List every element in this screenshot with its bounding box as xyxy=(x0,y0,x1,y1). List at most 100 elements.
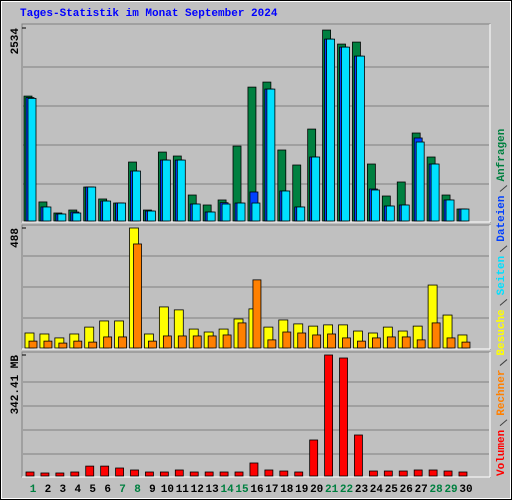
bar xyxy=(326,38,336,222)
x-tick-label: 29 xyxy=(444,484,457,496)
bar xyxy=(132,170,141,222)
bar xyxy=(162,335,172,349)
bar xyxy=(219,471,229,477)
bar xyxy=(311,156,321,222)
x-tick-label: 9 xyxy=(149,484,156,496)
bar xyxy=(266,88,276,222)
bar xyxy=(102,200,112,222)
bar xyxy=(221,203,231,222)
legend-entry: Volumen xyxy=(496,430,508,476)
bar xyxy=(88,341,98,349)
bar xyxy=(27,97,37,222)
bar xyxy=(42,206,52,222)
bar xyxy=(430,163,440,222)
x-tick-label: 17 xyxy=(265,484,278,496)
x-tick-label: 11 xyxy=(176,484,190,496)
legend-entry: Rechner xyxy=(496,370,508,416)
y-tick-label: 2534 xyxy=(10,28,22,55)
bar xyxy=(207,335,217,349)
bar xyxy=(357,340,366,349)
bar xyxy=(73,340,83,349)
x-tick-label: 21 xyxy=(325,484,339,496)
x-tick-label: 7 xyxy=(119,484,126,496)
bar xyxy=(400,204,410,222)
bar xyxy=(327,333,337,349)
x-tick-label: 28 xyxy=(430,484,444,496)
bar xyxy=(385,205,395,222)
y-tick-label: 488 xyxy=(10,228,22,248)
x-tick-label: 1 xyxy=(30,484,37,496)
bar xyxy=(43,340,53,349)
bar xyxy=(148,340,157,349)
x-tick-label: 19 xyxy=(295,484,308,496)
x-tick-label: 25 xyxy=(385,484,399,496)
x-tick-label: 30 xyxy=(459,484,472,496)
bar xyxy=(249,462,259,477)
bar xyxy=(431,322,441,349)
bar xyxy=(177,335,187,349)
x-tick-label: 2 xyxy=(45,484,52,496)
bar xyxy=(103,336,113,349)
x-tick-label: 26 xyxy=(400,484,413,496)
bar xyxy=(252,279,262,349)
x-tick-label: 12 xyxy=(191,484,204,496)
bar xyxy=(413,469,423,477)
legend-entry: Besuche xyxy=(496,309,508,356)
bar xyxy=(281,190,291,222)
bar xyxy=(279,470,289,477)
bar xyxy=(342,337,351,349)
bar xyxy=(446,337,456,349)
bar xyxy=(145,471,154,477)
legend-separator xyxy=(499,245,508,253)
bar xyxy=(147,210,156,222)
legend-separator xyxy=(499,185,508,192)
bar xyxy=(371,337,381,349)
x-tick-label: 23 xyxy=(355,484,369,496)
chart-title: Tages-Statistik im Monat September 2024 xyxy=(20,8,278,20)
bar xyxy=(100,465,110,477)
bar xyxy=(370,189,380,222)
bar xyxy=(161,159,171,222)
bar xyxy=(222,334,232,349)
x-tick-label: 5 xyxy=(89,484,96,496)
bar xyxy=(130,469,139,477)
x-tick-label: 16 xyxy=(250,484,263,496)
bar xyxy=(117,202,126,222)
bar xyxy=(176,159,186,222)
x-tick-label: 13 xyxy=(206,484,220,496)
bar xyxy=(341,46,350,222)
x-tick-label: 4 xyxy=(74,484,81,496)
bar xyxy=(324,354,334,477)
bar xyxy=(55,472,65,477)
bar xyxy=(192,335,202,349)
x-tick-label: 14 xyxy=(220,484,234,496)
bar xyxy=(236,202,246,222)
x-tick-label: 3 xyxy=(60,484,67,496)
bar xyxy=(296,206,306,222)
x-tick-label: 24 xyxy=(370,484,384,496)
x-tick-label: 15 xyxy=(235,484,249,496)
x-tick-label: 10 xyxy=(161,484,174,496)
bar xyxy=(204,471,214,477)
bar xyxy=(356,55,365,222)
x-tick-label: 20 xyxy=(310,484,323,496)
bar xyxy=(85,465,95,477)
bar xyxy=(312,334,322,349)
bar xyxy=(206,211,216,222)
legend-entry: Anfragen xyxy=(496,129,508,182)
x-tick-label: 22 xyxy=(340,484,353,496)
bar xyxy=(461,341,471,349)
legend-entry: Dateien xyxy=(496,196,508,242)
bar xyxy=(115,467,124,477)
legend-entry: Seiten xyxy=(496,256,508,296)
bar xyxy=(386,336,396,349)
bar xyxy=(57,213,67,222)
x-tick-label: 18 xyxy=(280,484,294,496)
bar xyxy=(368,470,378,477)
bar xyxy=(339,357,348,477)
legend-separator xyxy=(499,359,508,366)
bar xyxy=(267,339,277,349)
y-tick-label: 342.41 MB xyxy=(10,355,22,415)
